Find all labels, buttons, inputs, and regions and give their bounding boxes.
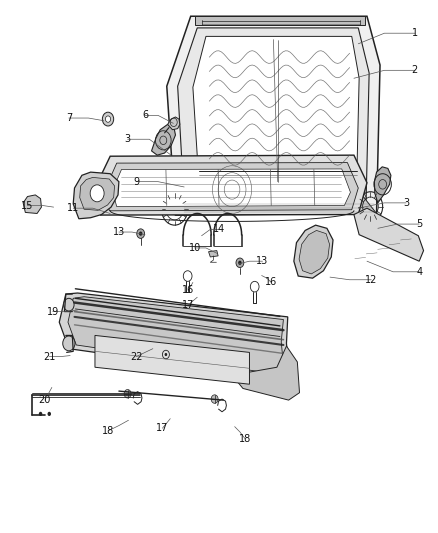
Text: 16: 16 (265, 277, 277, 287)
Polygon shape (299, 230, 329, 274)
Polygon shape (68, 297, 283, 374)
Circle shape (106, 116, 111, 122)
Polygon shape (232, 346, 300, 400)
Polygon shape (23, 195, 42, 214)
Polygon shape (95, 155, 367, 215)
Text: 17: 17 (156, 423, 169, 433)
Text: 10: 10 (189, 243, 201, 253)
Text: 16: 16 (182, 285, 194, 295)
Circle shape (139, 231, 142, 236)
Polygon shape (195, 16, 365, 25)
Text: 6: 6 (142, 110, 148, 120)
Polygon shape (168, 117, 180, 130)
Text: 14: 14 (213, 224, 225, 235)
Text: 15: 15 (21, 200, 34, 211)
Polygon shape (167, 16, 380, 215)
Text: 22: 22 (130, 352, 142, 361)
Polygon shape (294, 225, 333, 278)
Circle shape (381, 222, 390, 233)
Circle shape (102, 112, 114, 126)
Text: 20: 20 (39, 395, 51, 405)
Text: 11: 11 (67, 203, 79, 213)
Text: 18: 18 (239, 434, 251, 444)
Polygon shape (208, 251, 218, 257)
Polygon shape (59, 293, 289, 378)
Circle shape (124, 390, 131, 398)
Text: 18: 18 (102, 426, 114, 436)
Polygon shape (193, 36, 359, 190)
Polygon shape (152, 124, 176, 155)
Text: 4: 4 (416, 267, 422, 277)
Text: 1: 1 (412, 28, 418, 38)
Polygon shape (95, 335, 250, 384)
Polygon shape (178, 28, 369, 203)
Text: 17: 17 (182, 300, 195, 310)
Polygon shape (80, 177, 115, 211)
Circle shape (137, 229, 145, 238)
Text: 3: 3 (403, 198, 409, 208)
Text: 19: 19 (46, 306, 59, 317)
Polygon shape (374, 167, 391, 203)
Polygon shape (113, 169, 350, 207)
Circle shape (63, 336, 75, 351)
Circle shape (236, 258, 244, 268)
Text: 13: 13 (256, 256, 268, 266)
Circle shape (211, 395, 218, 403)
Polygon shape (176, 188, 377, 215)
Circle shape (238, 261, 242, 265)
Text: 21: 21 (43, 352, 56, 361)
Text: 12: 12 (365, 274, 378, 285)
Circle shape (64, 298, 74, 311)
Circle shape (384, 225, 388, 230)
Circle shape (39, 412, 42, 416)
Text: 5: 5 (416, 219, 422, 229)
Text: 2: 2 (412, 66, 418, 75)
Text: 9: 9 (133, 176, 139, 187)
Polygon shape (105, 163, 358, 211)
Circle shape (90, 185, 104, 202)
Text: 13: 13 (113, 227, 125, 237)
Circle shape (165, 353, 167, 356)
Polygon shape (354, 208, 424, 261)
Circle shape (47, 412, 51, 416)
Text: 3: 3 (124, 134, 131, 144)
Text: 7: 7 (66, 113, 72, 123)
Polygon shape (73, 172, 119, 219)
